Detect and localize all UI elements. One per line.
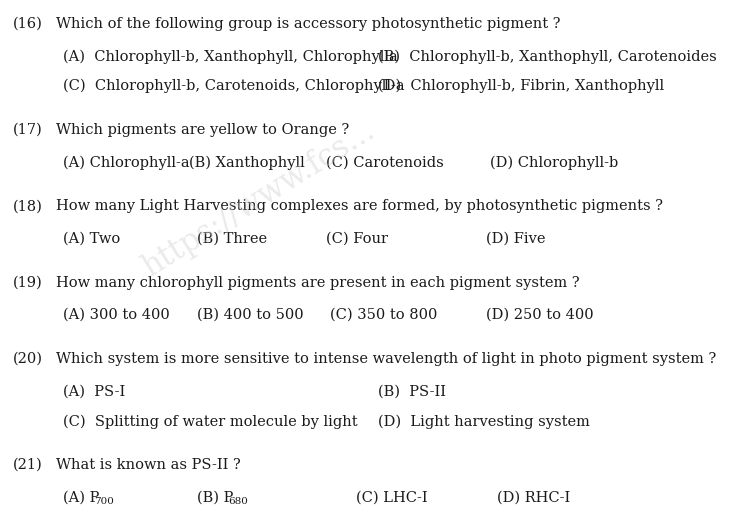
Text: (C) 350 to 800: (C) 350 to 800 [330,308,438,322]
Text: https://www.fcs...: https://www.fcs... [138,115,381,283]
Text: (D) 250 to 400: (D) 250 to 400 [486,308,594,322]
Text: (A)  PS-I: (A) PS-I [63,384,125,399]
Text: (B)  Chlorophyll-b, Xanthophyll, Carotenoides: (B) Chlorophyll-b, Xanthophyll, Caroteno… [378,49,718,64]
Text: How many chlorophyll pigments are present in each pigment system ?: How many chlorophyll pigments are presen… [56,276,580,290]
Text: (C) LHC-I: (C) LHC-I [356,491,428,505]
Text: (17): (17) [13,123,43,137]
Text: What is known as PS-II ?: What is known as PS-II ? [56,458,240,472]
Text: (21): (21) [13,458,43,472]
Text: (20): (20) [13,352,43,366]
Text: (C) Four: (C) Four [326,232,389,246]
Text: (B) Three: (B) Three [197,232,267,246]
Text: (18): (18) [13,199,43,213]
Text: (A) P: (A) P [63,491,99,505]
Text: (C)  Chlorophyll-b, Carotenoids, Chlorophyll-a: (C) Chlorophyll-b, Carotenoids, Chloroph… [63,79,404,94]
Text: (D)  Light harvesting system: (D) Light harvesting system [378,414,591,429]
Text: (D) Five: (D) Five [486,232,545,246]
Text: (B) 400 to 500: (B) 400 to 500 [197,308,303,322]
Text: (B) Xanthophyll: (B) Xanthophyll [189,155,305,170]
Text: (B)  PS-II: (B) PS-II [378,384,447,399]
Text: Which pigments are yellow to Orange ?: Which pigments are yellow to Orange ? [56,123,349,137]
Text: 680: 680 [228,497,248,506]
Text: Which system is more sensitive to intense wavelength of light in photo pigment s: Which system is more sensitive to intens… [56,352,716,366]
Text: (19): (19) [13,276,43,290]
Text: (A) 300 to 400: (A) 300 to 400 [63,308,170,322]
Text: (D) RHC-I: (D) RHC-I [497,491,571,505]
Text: How many Light Harvesting complexes are formed, by photosynthetic pigments ?: How many Light Harvesting complexes are … [56,199,663,213]
Text: (A) Chlorophyll-a: (A) Chlorophyll-a [63,155,190,170]
Text: (A)  Chlorophyll-b, Xanthophyll, Chlorophylla: (A) Chlorophyll-b, Xanthophyll, Chloroph… [63,49,398,64]
Text: 700: 700 [94,497,114,506]
Text: (D)  Chlorophyll-b, Fibrin, Xanthophyll: (D) Chlorophyll-b, Fibrin, Xanthophyll [378,79,665,94]
Text: (C)  Splitting of water molecule by light: (C) Splitting of water molecule by light [63,414,358,429]
Text: (A) Two: (A) Two [63,232,120,246]
Text: (16): (16) [13,17,43,31]
Text: (D) Chlorophyll-b: (D) Chlorophyll-b [490,155,618,170]
Text: (B) P: (B) P [197,491,233,505]
Text: (C) Carotenoids: (C) Carotenoids [326,155,444,169]
Text: Which of the following group is accessory photosynthetic pigment ?: Which of the following group is accessor… [56,17,560,31]
